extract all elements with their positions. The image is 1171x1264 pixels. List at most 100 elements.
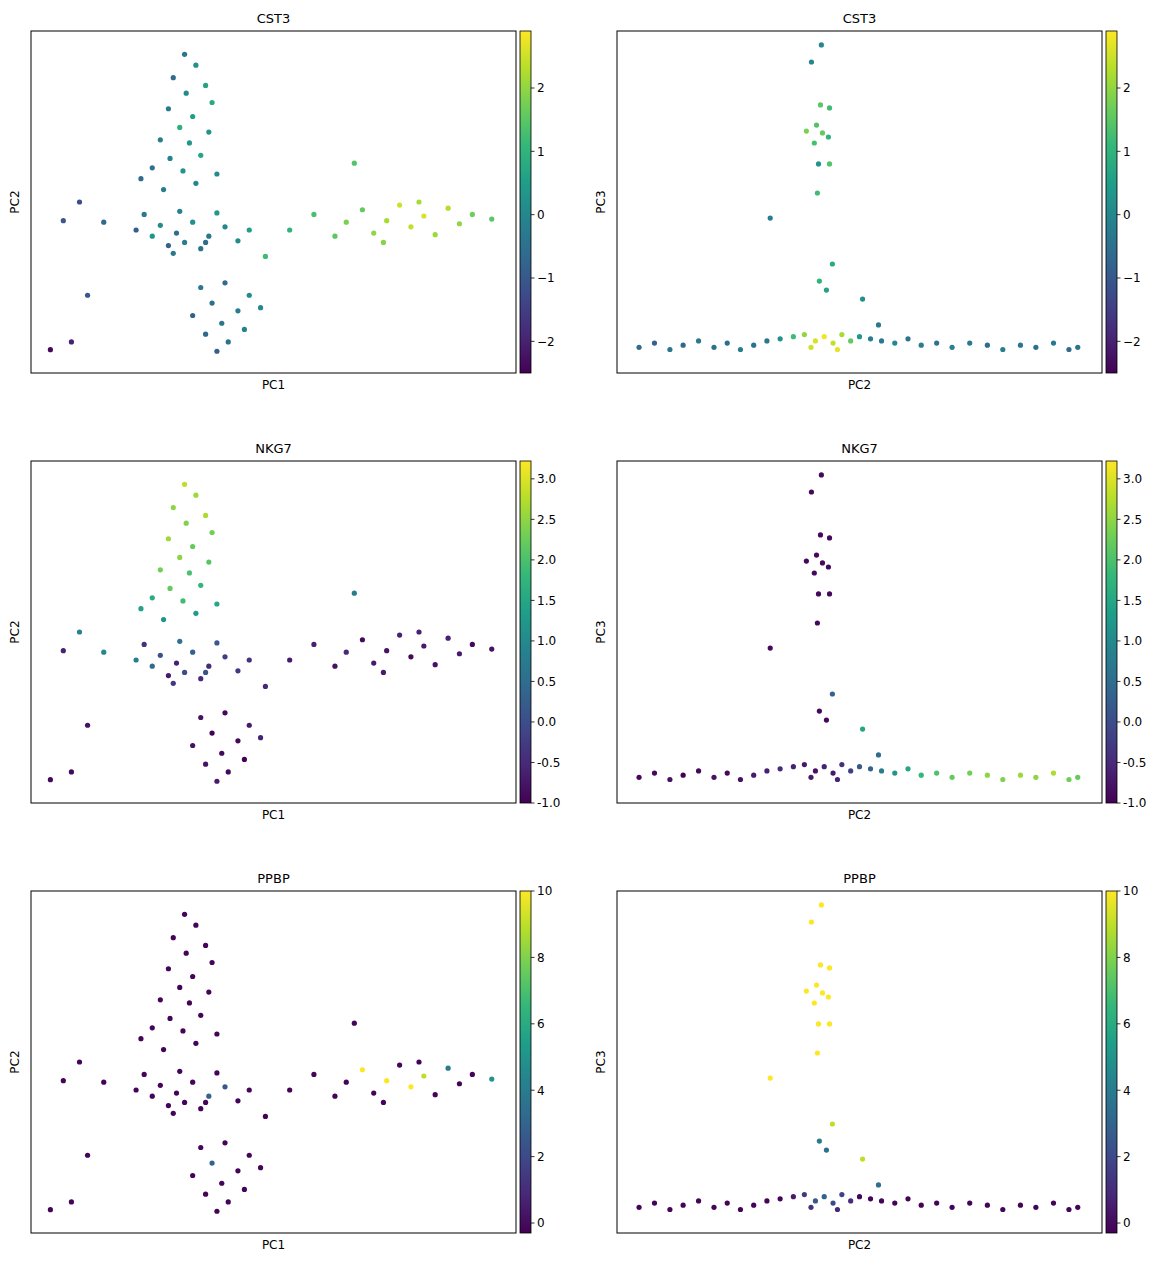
point <box>817 278 822 283</box>
point <box>905 336 910 341</box>
point <box>158 997 163 1002</box>
point <box>167 156 172 161</box>
point <box>198 676 203 681</box>
point <box>814 122 819 127</box>
point <box>344 1080 349 1085</box>
point <box>764 768 769 773</box>
colorbar-tick-label: 2 <box>537 81 545 95</box>
point <box>235 238 240 243</box>
point <box>815 1050 820 1055</box>
points <box>48 912 495 1214</box>
point <box>1075 1205 1080 1210</box>
point <box>166 243 171 248</box>
point <box>768 1075 773 1080</box>
point <box>150 664 155 669</box>
point <box>934 340 939 345</box>
point <box>182 482 187 487</box>
point <box>652 340 657 345</box>
colorbar-tick <box>1117 1223 1121 1224</box>
point <box>166 966 171 971</box>
point <box>408 224 413 229</box>
points <box>636 42 1080 352</box>
point <box>371 1090 376 1095</box>
point <box>171 75 176 80</box>
point <box>222 1140 227 1145</box>
point <box>433 1092 438 1097</box>
point <box>203 1192 208 1197</box>
point <box>177 555 182 560</box>
point <box>827 591 832 596</box>
point <box>247 1087 252 1092</box>
colorbar-tick-label: 2 <box>1123 1150 1131 1164</box>
point <box>193 923 198 928</box>
point <box>1018 773 1023 778</box>
point <box>182 912 187 917</box>
point <box>177 985 182 990</box>
point <box>934 770 939 775</box>
point <box>764 1198 769 1203</box>
colorbar-tick-label: 2.0 <box>1123 553 1142 567</box>
point <box>166 673 171 678</box>
point <box>287 657 292 662</box>
x-label: PC2 <box>848 1238 871 1252</box>
point <box>77 629 82 634</box>
point <box>142 212 147 217</box>
colorbar-tick-label: 8 <box>1123 951 1131 965</box>
point <box>827 535 832 540</box>
point <box>203 513 208 518</box>
point <box>791 334 796 339</box>
point <box>470 642 475 647</box>
colorbar-tick <box>531 721 535 722</box>
point <box>171 681 176 686</box>
point <box>636 1205 641 1210</box>
point <box>198 715 203 720</box>
point <box>827 965 832 970</box>
point <box>711 1205 716 1210</box>
colorbar-tick-label: −2 <box>1123 335 1141 349</box>
point <box>61 1078 66 1083</box>
point <box>182 1100 187 1105</box>
point <box>166 106 171 111</box>
y-label: PC3 <box>594 1050 608 1073</box>
point <box>184 521 189 526</box>
point <box>287 1087 292 1092</box>
points <box>636 902 1080 1212</box>
point <box>751 1203 756 1208</box>
point <box>371 230 376 235</box>
y-label: PC3 <box>594 620 608 643</box>
point <box>214 1031 219 1036</box>
point <box>206 234 211 239</box>
point <box>193 1041 198 1046</box>
colorbar <box>520 461 531 803</box>
panel: NKG7PC2PC3-1.0-0.50.00.51.01.52.02.53.0 <box>594 441 1146 822</box>
point <box>457 651 462 656</box>
point <box>247 723 252 728</box>
point <box>813 338 818 343</box>
point <box>209 960 214 965</box>
point <box>808 1205 813 1210</box>
point <box>808 345 813 350</box>
point <box>802 332 807 337</box>
colorbar-tick <box>531 478 535 479</box>
point <box>352 161 357 166</box>
colorbar-tick <box>1117 519 1121 520</box>
point <box>85 293 90 298</box>
colorbar <box>1106 461 1117 803</box>
point <box>652 770 657 775</box>
point <box>69 339 74 344</box>
point <box>835 1207 840 1212</box>
points <box>48 482 495 784</box>
point <box>235 668 240 673</box>
point <box>226 769 231 774</box>
point <box>778 766 783 771</box>
title: NKG7 <box>255 441 292 456</box>
colorbar-tick <box>1117 1023 1121 1024</box>
point <box>101 220 106 225</box>
frame <box>31 891 516 1233</box>
point <box>416 199 421 204</box>
point <box>822 334 827 339</box>
point <box>1018 343 1023 348</box>
point <box>934 1200 939 1205</box>
point <box>85 1153 90 1158</box>
colorbar <box>1106 31 1117 373</box>
